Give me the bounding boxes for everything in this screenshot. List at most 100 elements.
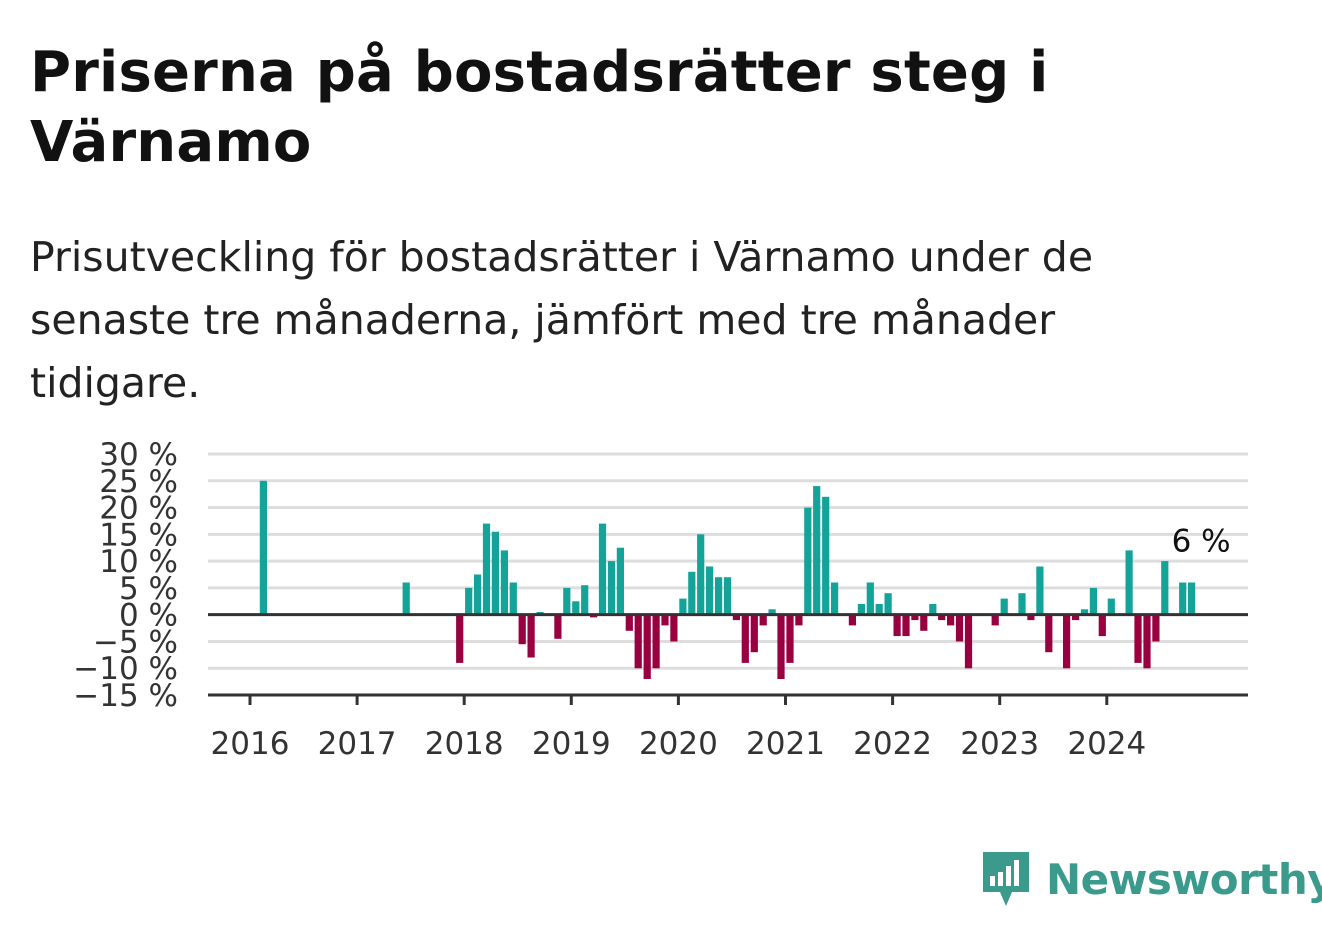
x-tick-label: 2017 [318,726,397,762]
bar [1089,587,1097,615]
x-tick-label: 2019 [532,726,611,762]
bar [768,609,776,615]
bar [697,534,705,615]
bar [1152,614,1160,642]
bar [875,604,883,615]
bars [259,480,1196,679]
bar [1188,582,1196,615]
bar [1080,609,1089,615]
bar [670,614,678,642]
bar [1179,582,1187,615]
y-tick-label: 5 % [119,571,178,607]
tick-labels: 30 %25 %20 %15 %10 %5 %0 %−5 %−10 %−15 %… [73,437,1230,762]
bar [786,614,794,663]
bar [456,614,464,663]
bar [491,531,499,615]
bar [1143,614,1151,669]
bar [679,598,687,615]
bar [1098,614,1106,637]
bar [848,614,856,626]
x-tick-label: 2023 [960,726,1039,762]
bar [920,614,928,631]
bar [831,582,839,615]
y-tick-label: 15 % [99,517,178,553]
bar [911,614,919,621]
bar [857,604,865,615]
bar [732,614,740,621]
x-tick-label: 2016 [211,726,290,762]
bar [822,496,830,615]
bar [554,614,562,639]
x-tick-label: 2022 [853,726,932,762]
bar [598,523,607,615]
newsworthy-logo-text: Newsworthy [1046,854,1322,904]
bar [1045,614,1053,653]
bar [991,614,999,626]
bar [1134,614,1142,663]
y-tick-label: 30 % [99,437,178,473]
chart-title: Priserna på bostadsrätter steg i Värnamo [30,40,1049,175]
bar [661,614,669,626]
bar [581,585,589,615]
bar [527,614,535,658]
bar [688,571,696,615]
bar [723,577,732,615]
x-tick-label: 2018 [425,726,504,762]
bar [964,614,973,669]
bar [884,593,892,615]
bar [955,614,964,642]
bar [625,614,633,631]
bar [893,614,901,637]
bar [572,601,580,615]
x-tick-label: 2021 [746,726,825,762]
y-tick-label: 0 % [119,598,178,634]
bar [1072,614,1080,621]
bar [1161,561,1169,615]
newsworthy-logo-icon [983,852,1029,906]
bar [804,507,812,615]
bar [1000,598,1008,615]
bar [750,614,758,653]
axes [208,613,1248,705]
bar [259,480,267,615]
bar [1125,550,1133,615]
bar [741,614,749,663]
y-tick-label: 25 % [99,464,178,500]
bar [1027,614,1035,621]
bar [634,614,642,669]
bar [813,486,821,615]
x-tick-label: 2020 [639,726,718,762]
bar [759,614,767,626]
bar [509,582,517,615]
x-tick-label: 2024 [1067,726,1146,762]
bar [616,547,624,615]
y-tick-label: −15 % [73,678,178,714]
bar [643,614,651,679]
bar [795,614,803,626]
bar [1036,566,1044,615]
bar [866,582,874,615]
bar [715,577,723,615]
bar [1107,598,1115,615]
bar [652,614,660,669]
bar [518,614,526,645]
bar [482,523,491,615]
bar [777,614,785,679]
bar [947,614,955,626]
y-tick-label: −5 % [93,624,178,660]
bar [465,587,473,615]
bar [929,604,937,615]
bar [902,614,910,637]
latest-value-annotation: 6 % [1172,523,1231,559]
bar [563,587,571,615]
bar [1063,614,1071,669]
bar [500,550,508,615]
bar [706,566,714,615]
newsworthy-logo: Newsworthy [980,848,1322,910]
bar-chart: 30 %25 %20 %15 %10 %5 %0 %−5 %−10 %−15 %… [73,437,1248,762]
bar [607,561,616,615]
grid-lines [208,452,1248,670]
bar [474,574,482,615]
bar [938,614,946,621]
bar [402,582,410,615]
